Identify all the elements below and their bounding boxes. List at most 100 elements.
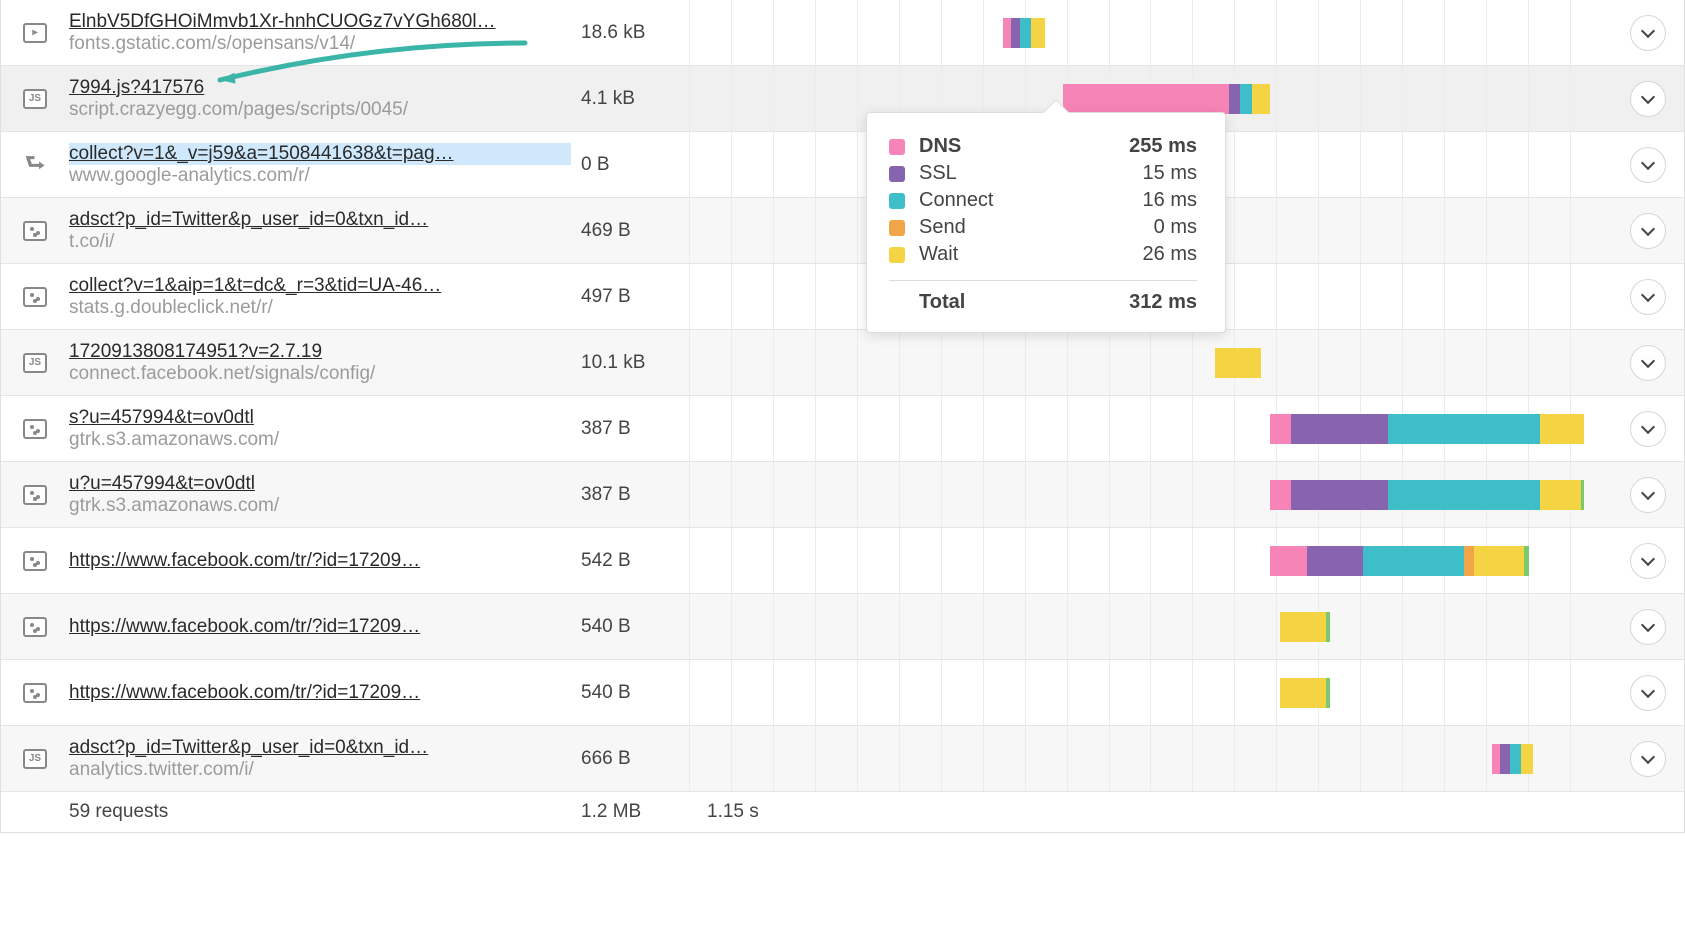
expand-button[interactable]: [1630, 345, 1666, 381]
expand-button[interactable]: [1630, 81, 1666, 117]
timing-bar[interactable]: [1492, 744, 1533, 774]
js-icon: JS: [23, 749, 47, 769]
chevron-down-icon: [1641, 23, 1655, 37]
request-domain: connect.facebook.net/signals/config/: [69, 363, 571, 385]
request-name[interactable]: adsct?p_id=Twitter&p_user_id=0&txn_id…: [69, 209, 571, 231]
timing-bar[interactable]: [1063, 84, 1270, 114]
tooltip-row-send: Send0 ms: [889, 216, 1197, 239]
waterfall-cell: [689, 396, 1612, 461]
tooltip-row-ssl: SSL15 ms: [889, 162, 1197, 185]
request-row[interactable]: ⮑collect?v=1&_v=j59&a=1508441638&t=pag…w…: [1, 132, 1684, 198]
request-domain: gtrk.s3.amazonaws.com/: [69, 429, 571, 451]
expand-button[interactable]: [1630, 609, 1666, 645]
timing-bar[interactable]: [1003, 18, 1045, 48]
request-name[interactable]: https://www.facebook.com/tr/?id=17209…: [69, 616, 571, 638]
request-name[interactable]: https://www.facebook.com/tr/?id=17209…: [69, 550, 571, 572]
waterfall-table: ▸ElnbV5DfGHOiMmvb1Xr-hnhCUOGz7vYGh680l…f…: [0, 0, 1685, 833]
timing-segment-dns: [1270, 414, 1290, 444]
image-icon: [23, 221, 47, 241]
js-icon: JS: [23, 89, 47, 109]
request-name[interactable]: s?u=457994&t=ov0dtl: [69, 407, 571, 429]
chevron-down-icon: [1641, 485, 1655, 499]
swatch-ssl: [889, 166, 905, 182]
request-domain: www.google-analytics.com/r/: [69, 165, 571, 187]
timing-segment-connect: [1363, 546, 1465, 576]
image-icon: [23, 485, 47, 505]
timing-segment-receive: [1524, 546, 1529, 576]
timing-segment-dns: [1270, 480, 1290, 510]
expand-button[interactable]: [1630, 477, 1666, 513]
waterfall-cell: [689, 330, 1612, 395]
request-domain: t.co/i/: [69, 231, 571, 253]
request-name[interactable]: u?u=457994&t=ov0dtl: [69, 473, 571, 495]
expand-button[interactable]: [1630, 411, 1666, 447]
timing-segment-dns: [1270, 546, 1307, 576]
swatch-wait: [889, 247, 905, 263]
swatch-send: [889, 220, 905, 236]
total-time: 1.15 s: [689, 801, 759, 823]
request-name[interactable]: 1720913808174951?v=2.7.19: [69, 341, 571, 363]
tooltip-row-wait: Wait26 ms: [889, 243, 1197, 266]
request-row[interactable]: JS adsct?p_id=Twitter&p_user_id=0&txn_id……: [1, 726, 1684, 792]
timing-bar[interactable]: [1270, 546, 1528, 576]
timing-segment-wait: [1521, 744, 1533, 774]
request-row[interactable]: https://www.facebook.com/tr/?id=17209… 54…: [1, 528, 1684, 594]
timing-segment-wait: [1540, 414, 1584, 444]
expand-button[interactable]: [1630, 675, 1666, 711]
timing-segment-wait: [1252, 84, 1270, 114]
timing-bar[interactable]: [1280, 612, 1330, 642]
tooltip-total-value: 312 ms: [1129, 291, 1197, 314]
timing-segment-ssl: [1307, 546, 1362, 576]
expand-button[interactable]: [1630, 279, 1666, 315]
waterfall-cell: [689, 528, 1612, 593]
timing-segment-wait: [1280, 612, 1326, 642]
request-size: 18.6 kB: [581, 22, 689, 44]
chevron-down-icon: [1641, 551, 1655, 565]
expand-button[interactable]: [1630, 741, 1666, 777]
request-count: 59 requests: [69, 801, 581, 823]
request-name[interactable]: adsct?p_id=Twitter&p_user_id=0&txn_id…: [69, 737, 571, 759]
expand-button[interactable]: [1630, 147, 1666, 183]
timing-segment-receive: [1326, 678, 1330, 708]
request-size: 542 B: [581, 550, 689, 572]
chevron-down-icon: [1641, 287, 1655, 301]
timing-bar[interactable]: [1270, 480, 1584, 510]
swatch-dns: [889, 139, 905, 155]
timing-segment-ssl: [1291, 414, 1388, 444]
waterfall-cell: [689, 462, 1612, 527]
image-icon: [23, 551, 47, 571]
expand-button[interactable]: [1630, 543, 1666, 579]
timing-segment-connect: [1388, 480, 1540, 510]
timing-segment-ssl: [1500, 744, 1509, 774]
timing-bar[interactable]: [1215, 348, 1261, 378]
request-row[interactable]: https://www.facebook.com/tr/?id=17209…54…: [1, 594, 1684, 660]
request-size: 0 B: [581, 154, 689, 176]
request-name[interactable]: collect?v=1&_v=j59&a=1508441638&t=pag…: [69, 143, 571, 165]
timing-segment-wait: [1031, 18, 1045, 48]
image-icon: [23, 419, 47, 439]
request-size: 469 B: [581, 220, 689, 242]
request-row[interactable]: https://www.facebook.com/tr/?id=17209… 54…: [1, 660, 1684, 726]
request-row[interactable]: s?u=457994&t=ov0dtlgtrk.s3.amazonaws.com…: [1, 396, 1684, 462]
request-size: 540 B: [581, 682, 689, 704]
request-name[interactable]: collect?v=1&aip=1&t=dc&_r=3&tid=UA-46…: [69, 275, 571, 297]
timing-bar[interactable]: [1280, 678, 1330, 708]
timing-segment-send: [1464, 546, 1473, 576]
request-row[interactable]: JS1720913808174951?v=2.7.19connect.faceb…: [1, 330, 1684, 396]
timing-segment-ssl: [1229, 84, 1240, 114]
image-icon: [23, 287, 47, 307]
waterfall-cell: [689, 0, 1612, 65]
request-size: 666 B: [581, 748, 689, 770]
expand-button[interactable]: [1630, 15, 1666, 51]
request-name[interactable]: https://www.facebook.com/tr/?id=17209…: [69, 682, 571, 704]
chevron-down-icon: [1641, 89, 1655, 103]
annotation-arrow: [200, 23, 545, 100]
request-row[interactable]: adsct?p_id=Twitter&p_user_id=0&txn_id…t.…: [1, 198, 1684, 264]
request-row[interactable]: u?u=457994&t=ov0dtlgtrk.s3.amazonaws.com…: [1, 462, 1684, 528]
tooltip-total-label: Total: [919, 291, 1129, 314]
request-size: 387 B: [581, 484, 689, 506]
chevron-down-icon: [1641, 617, 1655, 631]
request-row[interactable]: collect?v=1&aip=1&t=dc&_r=3&tid=UA-46…st…: [1, 264, 1684, 330]
timing-bar[interactable]: [1270, 414, 1584, 444]
expand-button[interactable]: [1630, 213, 1666, 249]
